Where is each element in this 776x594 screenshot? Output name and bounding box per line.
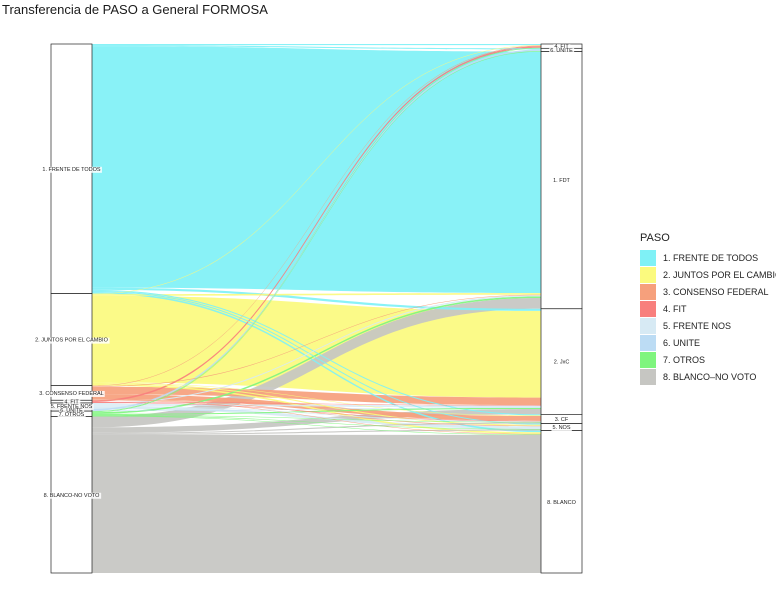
flow-band (92, 46, 541, 402)
left-stratum-label: 4. FIT (64, 400, 79, 406)
legend-swatch (640, 266, 656, 283)
legend-item: 8. BLANCO–NO VOTO (640, 368, 776, 385)
flow-band (92, 407, 541, 412)
legend-item: 7. OTROS (640, 351, 776, 368)
flow-band (92, 405, 541, 422)
strata-layer: 1. FRENTE DE TODOS 2. JUNTOS POR EL CAMBI… (34, 43, 583, 574)
flow-band (92, 45, 541, 295)
flow-band (92, 414, 541, 423)
flow-band (92, 295, 541, 405)
flow-band (92, 294, 541, 387)
left-stratum-label: 3. CONSENSO FEDERAL (39, 391, 104, 397)
legend-title: PASO (640, 232, 670, 244)
chart-title: Transferencia de PASO a General FORMOSA (2, 2, 268, 17)
flow-band (92, 44, 541, 46)
flow-band (92, 382, 541, 426)
legend-label: 2. JUNTOS POR EL CAMBIO (663, 269, 776, 280)
right-stratum-label-bg (552, 359, 571, 366)
legend-label: 8. BLANCO–NO VOTO (663, 371, 757, 382)
legend-item: 6. UNITE (640, 334, 776, 351)
right-stratum-label-bg (551, 425, 572, 432)
legend-item: 3. CONSENSO FEDERAL (640, 283, 776, 300)
flow-band (92, 399, 541, 435)
flow-band (92, 386, 541, 406)
left-stratum-label-bg (49, 403, 94, 410)
flow-band (92, 429, 541, 435)
left-stratum-label: 1. FRENTE DE TODOS (42, 167, 101, 173)
flow-band (92, 291, 541, 433)
legend-label: 7. OTROS (663, 354, 706, 365)
flow-band (92, 289, 541, 416)
flow-band (92, 401, 541, 406)
right-stratum-label: 6. UNITE (550, 48, 573, 54)
legend-swatch (640, 249, 656, 266)
left-stratum-label-bg (41, 166, 102, 173)
flow-band (92, 45, 541, 387)
flow-band (92, 382, 541, 416)
legend-item: 5. FRENTE NOS (640, 317, 776, 334)
flows-layer (92, 44, 541, 573)
legend-item: 4. FIT (640, 300, 776, 317)
legend-swatch (640, 283, 656, 300)
flow-band (92, 415, 541, 435)
right-stratum-label: 8. BLANCO (547, 500, 576, 506)
left-stratum-label: 2. JUNTOS POR EL CAMBIO (35, 338, 108, 344)
legend-swatch (640, 334, 656, 351)
legend-label: 3. CONSENSO FEDERAL (663, 286, 769, 297)
legend-swatch (640, 351, 656, 368)
right-stratum-label-bg (549, 47, 575, 54)
legend-swatch (640, 368, 656, 385)
flow-band (92, 402, 541, 422)
flow-band (92, 406, 541, 429)
flow-band (92, 434, 541, 573)
right-stratum-label-bg (553, 44, 571, 51)
legend-swatch (640, 317, 656, 334)
left-stratum-label-bg (59, 408, 85, 415)
flow-band (92, 51, 541, 413)
legend-label: 1. FRENTE DE TODOS (663, 252, 759, 263)
left-stratum-label: 7. OTROS (59, 412, 85, 418)
flow-band (92, 422, 541, 434)
flow-band (92, 407, 541, 415)
right-stratum-label: 2. JxC (554, 360, 570, 366)
left-stratum-label-bg (38, 390, 105, 397)
right-stratum (540, 308, 583, 415)
legend-label: 5. FRENTE NOS (663, 320, 732, 331)
legend-swatch (640, 300, 656, 317)
legend-items: 1. FRENTE DE TODOS 2. JUNTOS POR EL CAMBI… (640, 249, 776, 385)
flow-band (92, 290, 541, 425)
flow-band (92, 296, 541, 414)
right-stratum-label: 4. FIT (554, 44, 569, 50)
right-stratum-label-bg (552, 178, 572, 185)
left-stratum-label: 5. FRENTE NOS (51, 404, 93, 410)
right-stratum-label: 1. FDT (553, 178, 570, 184)
flow-band (92, 45, 541, 50)
left-stratum-label-bg (57, 411, 86, 418)
flow-band (92, 287, 541, 311)
right-stratum-label-bg (546, 499, 578, 506)
right-stratum-label-bg (553, 416, 570, 423)
legend-item: 1. FRENTE DE TODOS (640, 249, 776, 266)
legend-item: 2. JUNTOS POR EL CAMBIO (640, 266, 776, 283)
legend-label: 6. UNITE (663, 337, 701, 348)
flow-band (92, 47, 541, 412)
left-stratum-label-bg (63, 399, 81, 406)
left-stratum-label: 6. UNITE (60, 408, 83, 414)
right-stratum-label: 3. CF (555, 417, 569, 423)
left-stratum-label-bg (34, 337, 110, 344)
left-stratum-label-bg (42, 492, 102, 499)
flow-band (92, 293, 541, 296)
legend: PASO 1. FRENTE DE TODOS 2. JUNTOS POR EL … (640, 232, 776, 385)
flow-band (92, 399, 541, 427)
left-stratum-label: 8. BLANCO-NO VOTO (44, 493, 101, 499)
flow-band (92, 415, 541, 430)
right-stratum-label: 5. NOS (552, 425, 570, 431)
legend-label: 4. FIT (663, 303, 687, 314)
